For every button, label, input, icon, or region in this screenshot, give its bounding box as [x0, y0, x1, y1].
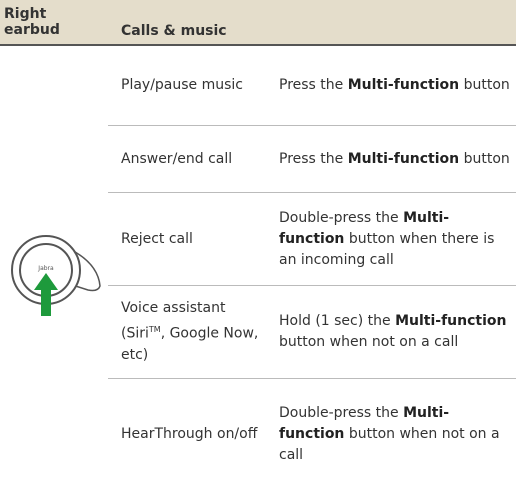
- action: Voice assistant (SiriTM, Google Now, etc…: [108, 298, 271, 366]
- description: Press the Multi-function button: [271, 149, 512, 170]
- action: HearThrough on/off: [121, 425, 258, 442]
- arrow: [34, 273, 58, 316]
- header-cell: Right earbud: [4, 6, 60, 38]
- text: Double-press the: [279, 404, 404, 421]
- table-header: Right earbud Calls & music: [0, 0, 516, 46]
- description: Hold (1 sec) the Multi-function button w…: [271, 311, 512, 353]
- trademark: TM: [148, 325, 161, 335]
- action: Reject call: [121, 230, 193, 247]
- button-name: Multi-function: [347, 77, 460, 93]
- button-name: Multi-function: [347, 150, 460, 167]
- header-cell: Calls & music: [121, 23, 227, 39]
- description: Double-press the Multi-function button w…: [271, 403, 512, 466]
- action: Answer/end call: [121, 150, 233, 167]
- text: button: [459, 150, 510, 167]
- earbud-icon: Jabra: [11, 235, 101, 316]
- brand-label: Jabra: [37, 265, 54, 272]
- text: button when there is an incoming call: [279, 230, 495, 268]
- table-row: Answer/end call Press the Multi-function…: [108, 126, 516, 193]
- text: button when not on a call: [279, 425, 500, 463]
- button-name: Multi-function: [395, 313, 507, 329]
- description: Press the Multi-function button: [271, 75, 512, 96]
- text: Double-press the: [279, 209, 404, 226]
- text: Voice assistant (Siri: [121, 300, 226, 342]
- text: Press the: [279, 150, 348, 167]
- description: Double-press the Multi-function button w…: [271, 208, 512, 271]
- button-name: Multi-function: [279, 209, 450, 247]
- text: button when not on a call: [279, 334, 459, 350]
- table-row: Play/pause music Press the Multi-functio…: [108, 46, 516, 126]
- button-name: Multi-function: [279, 404, 450, 442]
- text: button: [459, 77, 510, 93]
- text: Press the: [279, 77, 348, 93]
- text: , Google Now, etc): [121, 325, 259, 363]
- table-row: Reject call Double-press the Multi-funct…: [108, 193, 516, 286]
- table-row: Voice assistant (SiriTM, Google Now, etc…: [108, 286, 516, 379]
- text: Hold (1 sec) the: [279, 313, 396, 329]
- table-row: HearThrough on/off Double-press the Mult…: [108, 379, 516, 489]
- action: Play/pause music: [121, 77, 244, 93]
